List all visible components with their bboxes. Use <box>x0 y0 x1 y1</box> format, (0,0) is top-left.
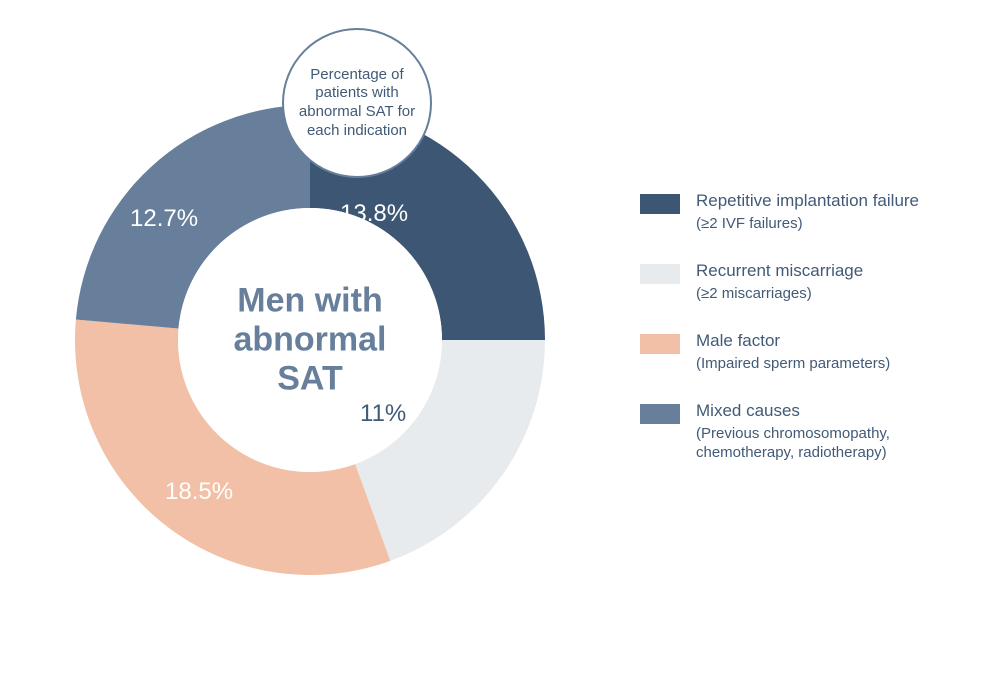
slice-label-rm: 11% <box>360 400 406 428</box>
callout-circle: Percentage of patients with abnormal SAT… <box>282 28 432 178</box>
legend-item-male: Male factor (Impaired sperm parameters) <box>640 330 970 374</box>
legend-text: Repetitive implantation failure (≥2 IVF … <box>696 190 970 234</box>
slice-label-mixed: 12.7% <box>130 205 198 233</box>
center-title: Men with abnormal SAT <box>200 281 420 398</box>
slice-label-rif: 13.8% <box>340 200 408 228</box>
legend-swatch <box>640 194 680 214</box>
chart-container: Men with abnormal SAT 13.8% 11% 18.5% 12.7%… <box>0 0 986 692</box>
legend-name: Mixed causes <box>696 400 970 421</box>
legend-name: Repetitive implantation failure <box>696 190 970 211</box>
legend-item-rm: Recurrent miscarriage (≥2 miscarriages) <box>640 260 970 304</box>
legend-name: Recurrent miscarriage <box>696 260 970 281</box>
legend-text: Recurrent miscarriage (≥2 miscarriages) <box>696 260 970 304</box>
legend-name: Male factor <box>696 330 970 351</box>
legend-text: Mixed causes (Previous chromosomopathy, … <box>696 400 970 463</box>
legend-sub: (Previous chromosomopathy, chemotherapy,… <box>696 425 970 463</box>
legend-swatch <box>640 404 680 424</box>
legend-sub: (≥2 miscarriages) <box>696 285 970 304</box>
legend: Repetitive implantation failure (≥2 IVF … <box>640 190 970 489</box>
legend-sub: (≥2 IVF failures) <box>696 215 970 234</box>
legend-item-mixed: Mixed causes (Previous chromosomopathy, … <box>640 400 970 463</box>
legend-swatch <box>640 264 680 284</box>
legend-item-rif: Repetitive implantation failure (≥2 IVF … <box>640 190 970 234</box>
donut-chart: Men with abnormal SAT 13.8% 11% 18.5% 12.7% <box>70 100 550 580</box>
legend-text: Male factor (Impaired sperm parameters) <box>696 330 970 374</box>
callout-text: Percentage of patients with abnormal SAT… <box>298 66 416 141</box>
legend-sub: (Impaired sperm parameters) <box>696 355 970 374</box>
slice-label-male: 18.5% <box>165 478 233 506</box>
center-label: Men with abnormal SAT <box>200 281 420 398</box>
legend-swatch <box>640 334 680 354</box>
